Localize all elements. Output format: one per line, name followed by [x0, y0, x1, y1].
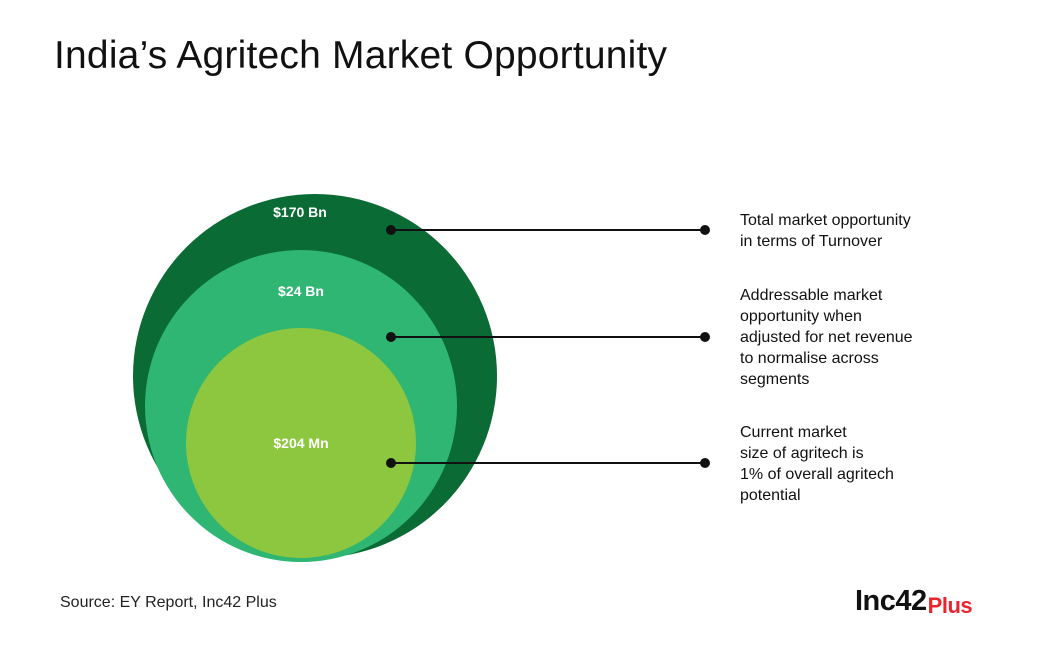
- brand-name: Inc42: [855, 585, 927, 617]
- description-inner-line: 1% of overall agritech: [740, 466, 894, 483]
- description-middle-line: to normalise across: [740, 350, 879, 367]
- description-inner: Current market size of agritech is 1% of…: [740, 424, 898, 504]
- brand-suffix: Plus: [927, 593, 973, 618]
- description-middle-line: opportunity when: [740, 308, 862, 325]
- source-note: Source: EY Report, Inc42 Plus: [60, 594, 277, 611]
- description-inner-line: Current market: [740, 424, 847, 441]
- description-middle: Addressable market opportunity when adju…: [740, 287, 917, 388]
- leader-line-inner: [386, 458, 710, 468]
- brand-logo: Inc42Plus: [855, 585, 973, 618]
- bubble-inner-label: $204 Mn: [273, 435, 328, 451]
- description-middle-line: adjusted for net revenue: [740, 329, 913, 346]
- description-outer: Total market opportunity in terms of Tur…: [740, 212, 915, 250]
- description-middle-line: Addressable market: [740, 287, 883, 304]
- leader-line-middle: [386, 332, 710, 342]
- description-outer-line: in terms of Turnover: [740, 233, 883, 250]
- page-title: India’s Agritech Market Opportunity: [54, 34, 668, 77]
- description-inner-line: potential: [740, 487, 801, 504]
- bubble-inner: [186, 328, 416, 558]
- bubble-middle-label: $24 Bn: [278, 283, 324, 299]
- leader-line-outer: [386, 225, 710, 235]
- bubble-outer-label: $170 Bn: [273, 204, 327, 220]
- description-inner-line: size of agritech is: [740, 445, 864, 462]
- description-middle-line: segments: [740, 371, 809, 388]
- description-outer-line: Total market opportunity: [740, 212, 911, 229]
